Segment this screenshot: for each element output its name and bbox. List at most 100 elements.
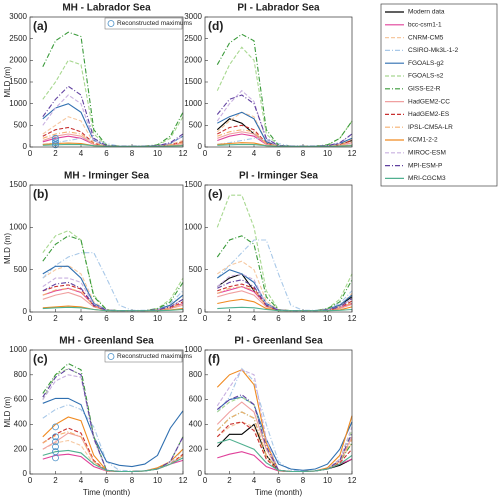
y-tick-label: 800 (14, 370, 28, 379)
series-line (217, 451, 353, 473)
series-line (216, 411, 353, 473)
panel-label: (c) (33, 352, 48, 366)
series-line (216, 367, 353, 472)
legend-label: IPSL-CM5A-LR (408, 124, 453, 131)
y-tick-label: 500 (14, 265, 28, 274)
plot-frame (29, 349, 184, 475)
y-tick-label: 2000 (9, 55, 27, 64)
legend-label: HadGEM2-CC (408, 98, 450, 105)
inset-legend-box (104, 350, 183, 363)
reconstructed-max (52, 139, 59, 147)
x-tick-label: 0 (203, 314, 208, 323)
series-line (217, 143, 353, 147)
y-tick-label: 500 (189, 120, 203, 129)
x-tick-label: 12 (179, 314, 188, 323)
series-line (216, 411, 353, 473)
legend-label: Modern data (408, 9, 445, 16)
series-line (42, 453, 184, 473)
series-line (216, 369, 353, 473)
x-tick-label: 12 (179, 149, 188, 158)
series-line (216, 89, 353, 147)
x-tick-label: 6 (276, 314, 281, 323)
panel-title: PI - Labrador Sea (237, 3, 320, 14)
series-line (42, 397, 184, 468)
reconstructed-max (52, 141, 59, 149)
reconstructed-max (52, 137, 59, 144)
series-line (216, 235, 353, 312)
x-tick-label: 8 (130, 314, 135, 323)
series-line (42, 367, 184, 473)
legend-label: MIROC-ESM (408, 150, 446, 157)
x-tick-label: 4 (252, 476, 257, 485)
y-tick-label: 0 (198, 307, 203, 316)
legend-label: bcc-csm1-1 (408, 22, 442, 29)
series-line (42, 287, 184, 312)
y-tick-label: 400 (189, 420, 203, 429)
y-tick-label: 1500 (184, 180, 202, 189)
y-tick-label: 200 (14, 444, 28, 453)
reconstructed-max (52, 134, 59, 142)
x-tick-label: 10 (323, 314, 332, 323)
panel-label: (b) (33, 187, 48, 201)
x-axis-label: Time (month) (83, 488, 131, 497)
y-tick-label: 1000 (184, 99, 202, 108)
series-line (216, 396, 353, 471)
series-line (42, 31, 184, 147)
y-tick-label: 0 (23, 142, 28, 151)
x-axis-label: Time (month) (255, 488, 303, 497)
y-tick-label: 1000 (9, 222, 27, 231)
x-tick-label: 2 (227, 314, 232, 323)
legend-label: HadGEM2-ES (408, 111, 450, 118)
series-line (216, 423, 353, 473)
y-tick-label: 0 (23, 307, 28, 316)
legend-box (380, 3, 498, 187)
legend-label: MPI-ESM-P (408, 162, 442, 169)
x-tick-label: 4 (252, 149, 257, 158)
x-tick-label: 6 (104, 314, 109, 323)
series-line (42, 362, 184, 473)
reconstructed-max (52, 438, 59, 446)
y-tick-label: 2500 (9, 34, 27, 43)
series-line (42, 235, 184, 312)
panel-title: PI - Irminger Sea (239, 171, 318, 182)
inset-legend-marker (107, 20, 115, 27)
series-line (42, 404, 184, 472)
y-tick-label: 1500 (184, 77, 202, 86)
series-line (216, 94, 353, 147)
y-axis-label: MLD (m) (3, 233, 12, 264)
y-tick-label: 500 (14, 120, 28, 129)
legend-label: GISS-E2-R (408, 86, 441, 93)
series-line (216, 194, 353, 312)
x-tick-label: 12 (348, 149, 357, 158)
series-line (42, 103, 184, 147)
y-tick-label: 400 (14, 420, 28, 429)
series-line (42, 264, 184, 312)
inset-legend-marker (107, 353, 115, 360)
series-line (42, 137, 184, 147)
x-tick-label: 0 (28, 149, 33, 158)
y-tick-label: 2000 (184, 55, 202, 64)
series-line (217, 438, 353, 473)
legend-label: FGOALS-s2 (408, 73, 444, 80)
x-tick-label: 8 (301, 314, 306, 323)
x-tick-label: 12 (179, 476, 188, 485)
x-tick-label: 10 (323, 149, 332, 158)
x-tick-label: 10 (153, 149, 162, 158)
x-tick-label: 4 (252, 314, 257, 323)
y-tick-label: 600 (14, 395, 28, 404)
series-line (216, 401, 353, 473)
series-line (42, 94, 184, 147)
legend-label: FGOALS-g2 (408, 60, 444, 67)
y-tick-label: 800 (189, 370, 203, 379)
x-tick-label: 4 (79, 149, 84, 158)
series-line (42, 374, 184, 473)
x-tick-label: 8 (301, 476, 306, 485)
x-tick-label: 12 (348, 476, 357, 485)
panel-title: MH - Greenland Sea (59, 336, 154, 347)
x-tick-label: 6 (276, 476, 281, 485)
series-line (216, 369, 353, 473)
x-tick-label: 6 (276, 149, 281, 158)
y-tick-label: 600 (189, 395, 203, 404)
panel-label: (a) (33, 19, 48, 33)
plot-frame (204, 184, 353, 313)
